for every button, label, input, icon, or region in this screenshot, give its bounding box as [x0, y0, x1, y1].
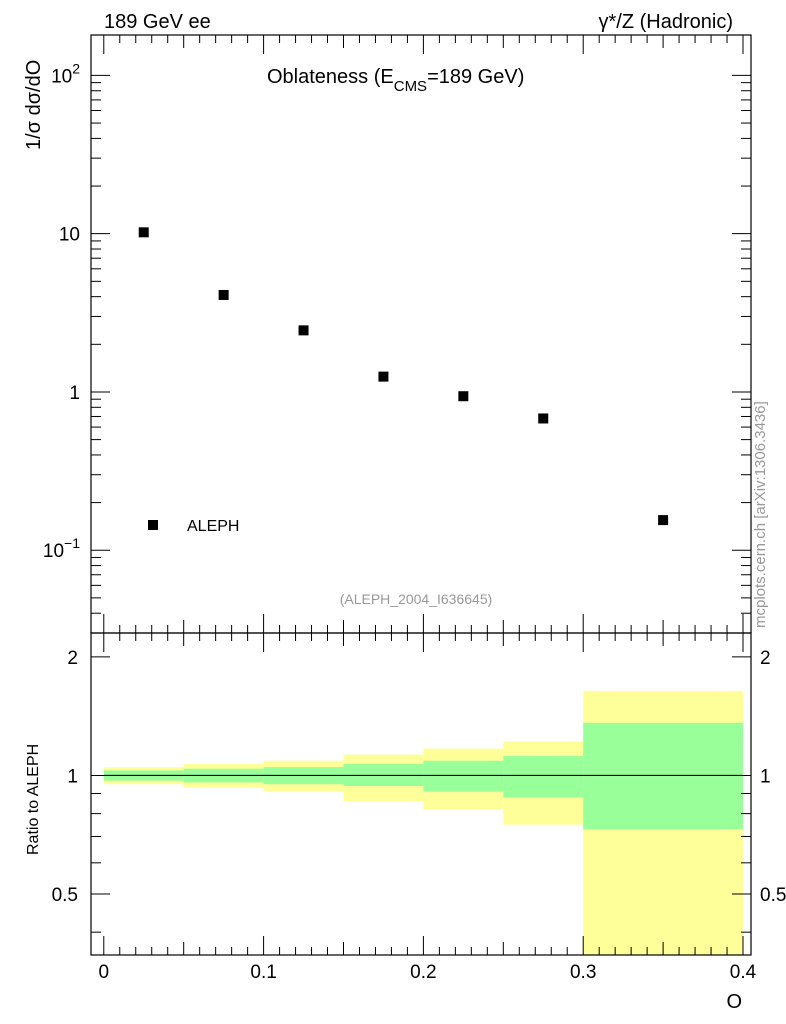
main-y-tick-label: 1	[69, 383, 80, 404]
inner-band-6	[583, 722, 744, 830]
ratio-inner-bands	[103, 722, 744, 830]
x-tick-label: 0.1	[250, 962, 276, 983]
ratio-y-axis-label: Ratio to ALEPH	[25, 744, 42, 855]
data-point	[458, 391, 469, 402]
data-point	[298, 325, 309, 336]
analysis-id-label: (ALEPH_2004_I636645)	[340, 591, 493, 607]
main-y-tick-label: 10−1	[43, 535, 80, 562]
inner-band-5	[503, 756, 584, 798]
watermark: mcplots.cern.ch [arXiv:1306.3436]	[752, 401, 769, 628]
ratio-y-axis-ticks: 0.5 0.5 1 1 2 2	[52, 648, 786, 933]
ratio-y-tick-label-left: 0.5	[52, 885, 78, 906]
title-rest: =189 GeV)	[427, 66, 524, 88]
ratio-y-tick-label-left: 1	[67, 766, 78, 787]
ratio-y-tick-label-right: 2	[760, 648, 771, 669]
data-point	[538, 413, 549, 424]
x-axis-label: O	[726, 991, 742, 1013]
aleph-data-points	[138, 227, 669, 526]
header-right-label: γ*/Z (Hadronic)	[599, 11, 733, 33]
main-y-axis-label: 1/σ dσ/dO	[23, 60, 45, 150]
data-point	[218, 289, 229, 300]
main-plot-title: Oblateness (ECMS=189 GeV)	[267, 66, 524, 95]
inner-band-4	[423, 760, 504, 792]
data-point	[138, 227, 149, 238]
main-plot-frame	[90, 34, 752, 634]
main-y-tick-label: 10	[59, 225, 80, 246]
legend-label: ALEPH	[187, 518, 239, 535]
main-y-axis-ticks: 10−1 1 10 102	[43, 60, 751, 634]
main-y-tick-label: 102	[51, 60, 80, 87]
title-main: Oblateness (E	[267, 66, 394, 88]
ratio-y-tick-label-right: 1	[760, 766, 771, 787]
ratio-plot-frame	[90, 632, 752, 956]
x-tick-label: 0	[98, 962, 109, 983]
data-point	[658, 515, 669, 526]
x-axis-ticks: 0 0.1 0.2 0.3 0.4	[98, 35, 757, 983]
header-left-label: 189 GeV ee	[104, 11, 211, 33]
x-tick-label: 0.4	[730, 962, 757, 983]
ratio-y-tick-label-left: 2	[67, 648, 78, 669]
x-tick-label: 0.3	[570, 962, 596, 983]
title-subscript: CMS	[394, 78, 427, 95]
x-tick-label: 0.2	[410, 962, 436, 983]
data-point	[378, 371, 389, 382]
legend-marker	[148, 520, 158, 530]
ratio-y-tick-label-right: 0.5	[760, 885, 786, 906]
